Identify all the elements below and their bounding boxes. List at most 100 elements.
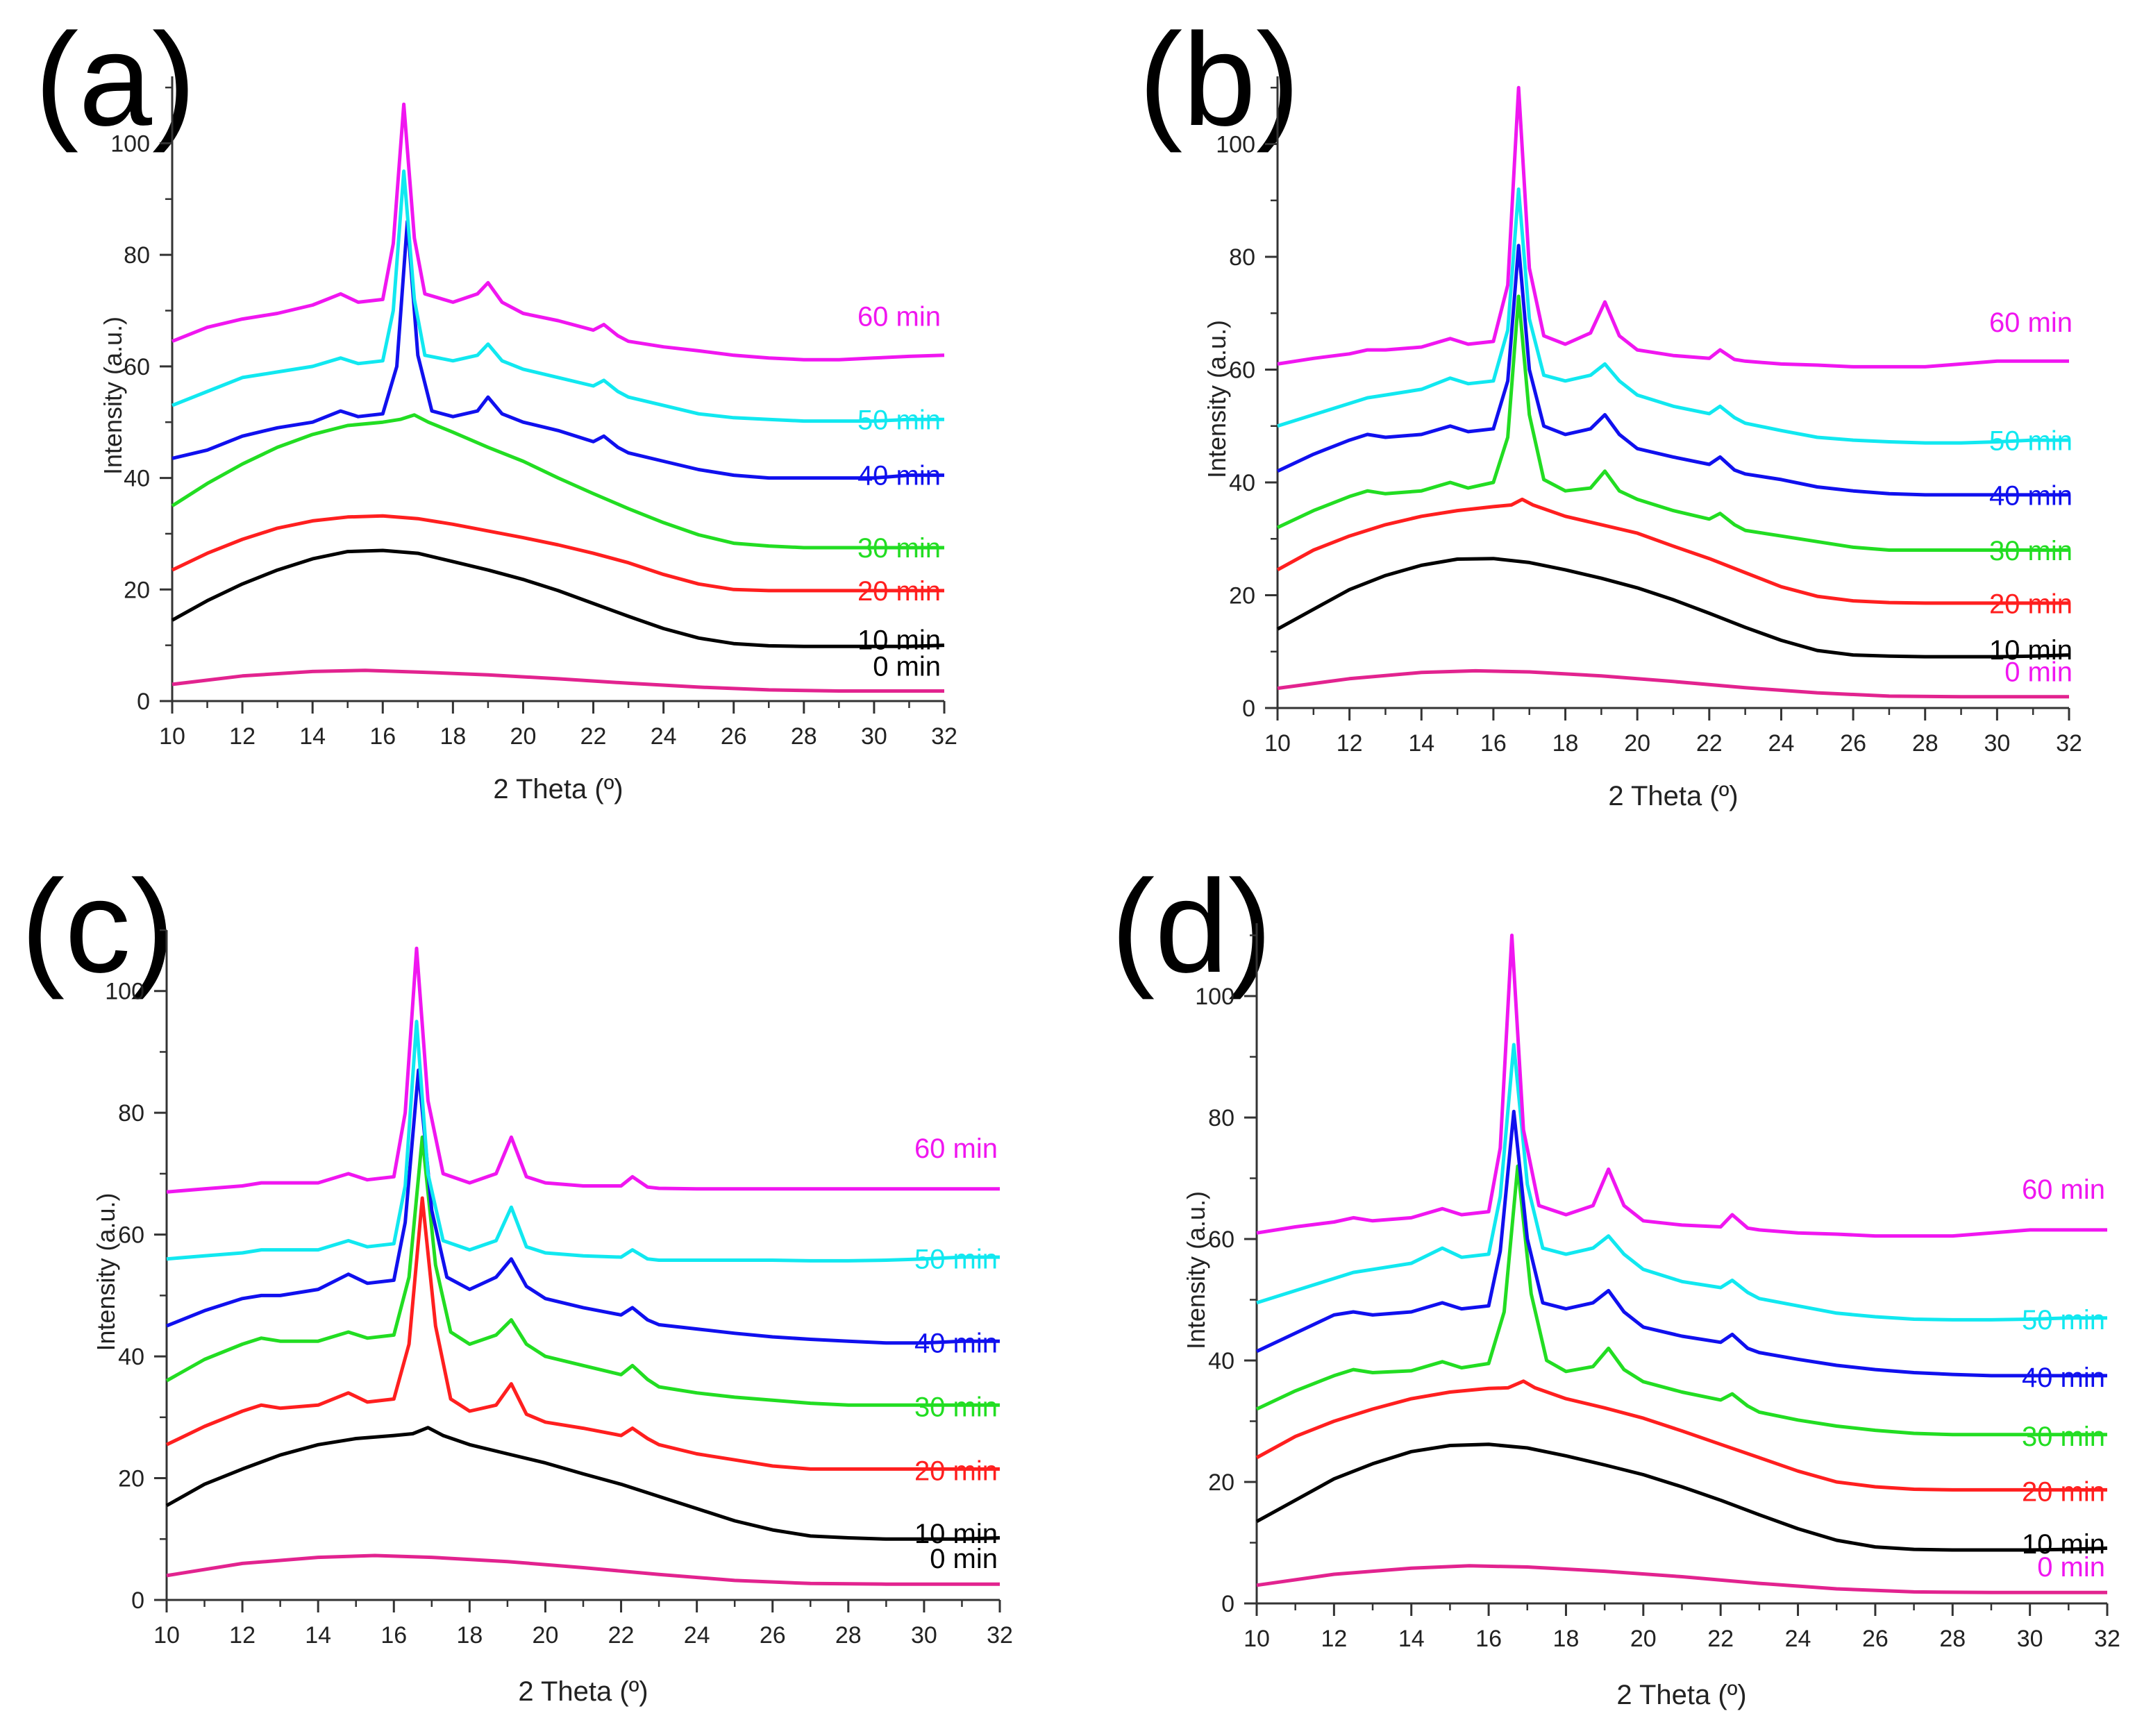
y-tick-label: 80 [1208,1105,1234,1131]
series-label: 50 min [2022,1305,2105,1335]
x-tick-label: 26 [1862,1626,1889,1652]
y-tick-label: 20 [118,1466,144,1492]
x-tick-label: 18 [456,1622,483,1649]
y-tick-label: 0 [1221,1591,1234,1617]
y-tick-label: 100 [1195,984,1234,1010]
series-label: 20 min [1989,589,2073,619]
x-axis-title: 2 Theta (º) [1608,781,1738,811]
series-line-40-min [166,1068,1000,1345]
y-tick-label: 0 [1242,696,1255,722]
x-tick-label: 32 [931,723,957,750]
series-line-10-min [1255,1442,2108,1552]
chart-svg-a: 10 12 14 16 18 20 22 24 26 28 30 32 0 20 40 60 80 100 2 Th… [99,76,957,804]
series-label: 0 min [930,1544,998,1574]
y-tick-label: 40 [124,466,150,492]
chart-svg-d: 10 12 14 16 18 20 22 24 26 28 30 32 0 20 40 60 80 100 2 Th… [1182,923,2120,1710]
series-line-30-min [1276,294,2069,552]
series-label: 10 min [914,1519,998,1549]
y-tick-label: 0 [131,1587,144,1614]
panel-b: (b) 10 12 14 16 18 20 22 24 26 28 30 32 0 20 40 60 80 100… [1069,0,2135,840]
x-tick-label: 28 [1939,1626,1966,1652]
x-tick-label: 30 [861,723,887,750]
panel-letter: (c) [21,853,175,1000]
series-line-30-min [165,1135,1000,1407]
x-tick-label: 26 [721,723,747,750]
y-tick-label: 80 [124,242,150,269]
x-tick-label: 26 [1840,730,1866,757]
series-line-20-min [1255,1379,2107,1492]
y-tick-label: 40 [1229,470,1255,496]
x-tick-label: 16 [380,1622,407,1649]
x-axis-title: 2 Theta (º) [518,1676,648,1707]
x-tick-label: 30 [2017,1626,2043,1652]
series-label: 0 min [2004,657,2073,688]
x-tick-label: 16 [1475,1626,1502,1652]
series-label: 20 min [857,576,941,607]
y-tick-label: 40 [118,1344,144,1370]
series-label: 40 min [914,1328,998,1358]
y-tick-label: 20 [1208,1469,1234,1496]
series-line-60-min [1277,85,2069,369]
series-label: 10 min [2022,1529,2105,1560]
series-line-20-min [165,1196,1000,1471]
y-tick-label: 100 [1216,132,1255,158]
series-line-10-min [165,1426,1000,1541]
series-label: 20 min [914,1456,998,1487]
x-tick-label: 18 [1553,1626,1580,1652]
series-line-40-min [1255,1109,2107,1378]
series-label: 20 min [2022,1477,2105,1508]
x-tick-label: 30 [1984,730,2010,757]
y-tick-label: 40 [1208,1348,1234,1374]
x-tick-label: 32 [987,1622,1013,1649]
x-axis-title: 2 Theta (º) [493,774,623,804]
series-label: 10 min [1989,635,2073,666]
x-tick-label: 20 [510,723,537,750]
x-tick-label: 32 [2056,730,2082,757]
x-tick-label: 22 [1696,730,1723,757]
series-line-20-min [1276,497,2069,605]
x-tick-label: 12 [1321,1626,1347,1652]
y-tick-label: 100 [105,979,144,1005]
series-line-40-min [171,219,944,480]
x-tick-label: 24 [684,1622,710,1649]
series-line-0-min [1256,1564,2107,1594]
series-label: 60 min [2022,1174,2105,1205]
x-tick-label: 22 [1707,1626,1734,1652]
x-tick-label: 14 [1398,1626,1425,1652]
x-tick-label: 22 [608,1622,635,1649]
series-line-60-min [171,102,945,362]
x-tick-label: 30 [911,1622,937,1649]
x-tick-label: 24 [1768,730,1795,757]
x-tick-label: 22 [580,723,607,750]
y-tick-label: 60 [1229,357,1255,384]
series-label: 50 min [914,1244,998,1274]
series-label: 60 min [1989,307,2073,338]
y-tick-label: 60 [124,354,150,380]
y-tick-label: 100 [110,130,150,157]
x-tick-label: 12 [229,1622,256,1649]
x-tick-label: 24 [651,723,677,750]
panel-letter: (d) [1111,853,1273,1000]
series-line-10-min [171,548,945,648]
x-tick-label: 12 [229,723,256,750]
y-tick-label: 20 [1229,583,1255,609]
y-tick-label: 80 [118,1100,144,1127]
y-tick-label: 60 [118,1222,144,1249]
series-label: 30 min [914,1392,998,1423]
series-line-40-min [1276,244,2069,497]
panel-d: (d) 10 12 14 16 18 20 22 24 26 28 30 32 0 20 40 60 80 100… [1069,840,2135,1736]
x-tick-label: 28 [1912,730,1939,757]
series-line-30-min [171,413,944,550]
series-line-50-min [1277,187,2069,445]
panel-letter: (a) [35,6,196,153]
y-axis-title: Intensity (a.u.) [92,1193,120,1351]
chart-svg-b: 10 12 14 16 18 20 22 24 26 28 30 32 0 20 40 60 80 100 2 Th… [1203,76,2082,811]
x-tick-label: 20 [1624,730,1650,757]
series-label: 0 min [873,651,941,682]
x-tick-label: 12 [1337,730,1363,757]
series-line-0-min [166,1553,1000,1586]
series-label: 50 min [857,405,941,435]
series-line-0-min [171,668,944,693]
x-tick-label: 10 [1264,730,1291,757]
